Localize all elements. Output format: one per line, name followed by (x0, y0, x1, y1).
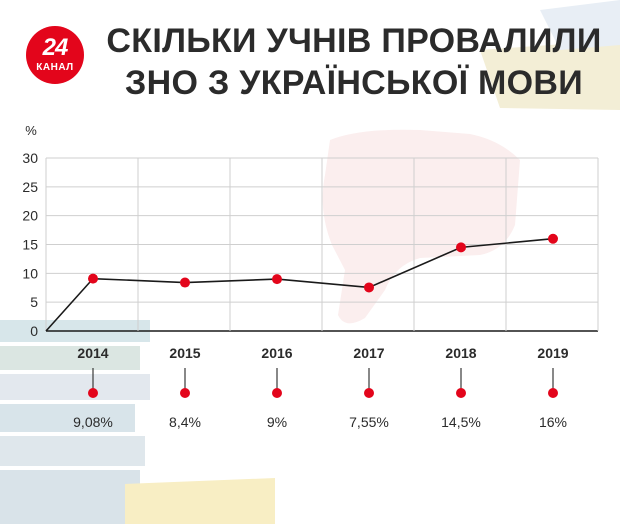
data-label: 16% (539, 414, 567, 430)
data-point (272, 274, 282, 285)
y-tick-label: 5 (30, 294, 38, 310)
channel-logo: 24 КАНАЛ (26, 26, 84, 84)
x-tick-label: 2014 (77, 345, 108, 361)
y-tick-label: 20 (22, 208, 38, 224)
data-point (88, 273, 98, 284)
book-decoration (0, 404, 135, 432)
data-label: 7,55% (349, 414, 389, 430)
data-label: 9,08% (73, 414, 113, 430)
page-title: СКІЛЬКИ УЧНІВ ПРОВАЛИЛИ ЗНО З УКРАЇНСЬКО… (104, 20, 604, 104)
thumbs-down-illustration (322, 129, 520, 324)
x-tick-label: 2019 (537, 345, 568, 361)
title-line-1: СКІЛЬКИ УЧНІВ ПРОВАЛИЛИ (106, 22, 602, 60)
data-point (456, 242, 466, 253)
book-decoration (0, 470, 140, 524)
title-line-2: ЗНО З УКРАЇНСЬКОЇ МОВИ (125, 64, 583, 102)
y-axis-label: % (25, 123, 37, 138)
data-point (548, 233, 558, 244)
book-decoration (0, 346, 140, 370)
x-tick-label: 2018 (445, 345, 476, 361)
y-tick-label: 10 (22, 265, 38, 281)
year-marker (180, 388, 190, 398)
series-line (45, 237, 554, 332)
year-marker (272, 388, 282, 398)
year-marker (456, 388, 466, 398)
year-marker (88, 388, 98, 398)
y-tick-label: 15 (22, 237, 38, 253)
year-marker (364, 388, 374, 398)
x-tick-label: 2016 (261, 345, 292, 361)
x-tick-label: 2017 (353, 345, 384, 361)
data-label: 8,4% (169, 414, 201, 430)
logo-number: 24 (42, 34, 69, 61)
letter-block-decoration (125, 478, 275, 524)
flag-decoration (480, 40, 620, 110)
y-tick-label: 0 (30, 323, 38, 339)
data-label: 9% (267, 414, 287, 430)
book-decoration (0, 374, 150, 400)
x-tick-label: 2015 (169, 345, 200, 361)
y-tick-label: 30 (22, 150, 38, 166)
y-tick-label: 25 (22, 179, 38, 195)
data-label: 14,5% (441, 414, 481, 430)
year-marker (548, 388, 558, 398)
book-decoration (0, 436, 145, 466)
logo-word: КАНАЛ (36, 62, 74, 73)
flag-decoration-blue (540, 0, 620, 50)
data-point (180, 277, 190, 288)
data-point (364, 282, 374, 293)
